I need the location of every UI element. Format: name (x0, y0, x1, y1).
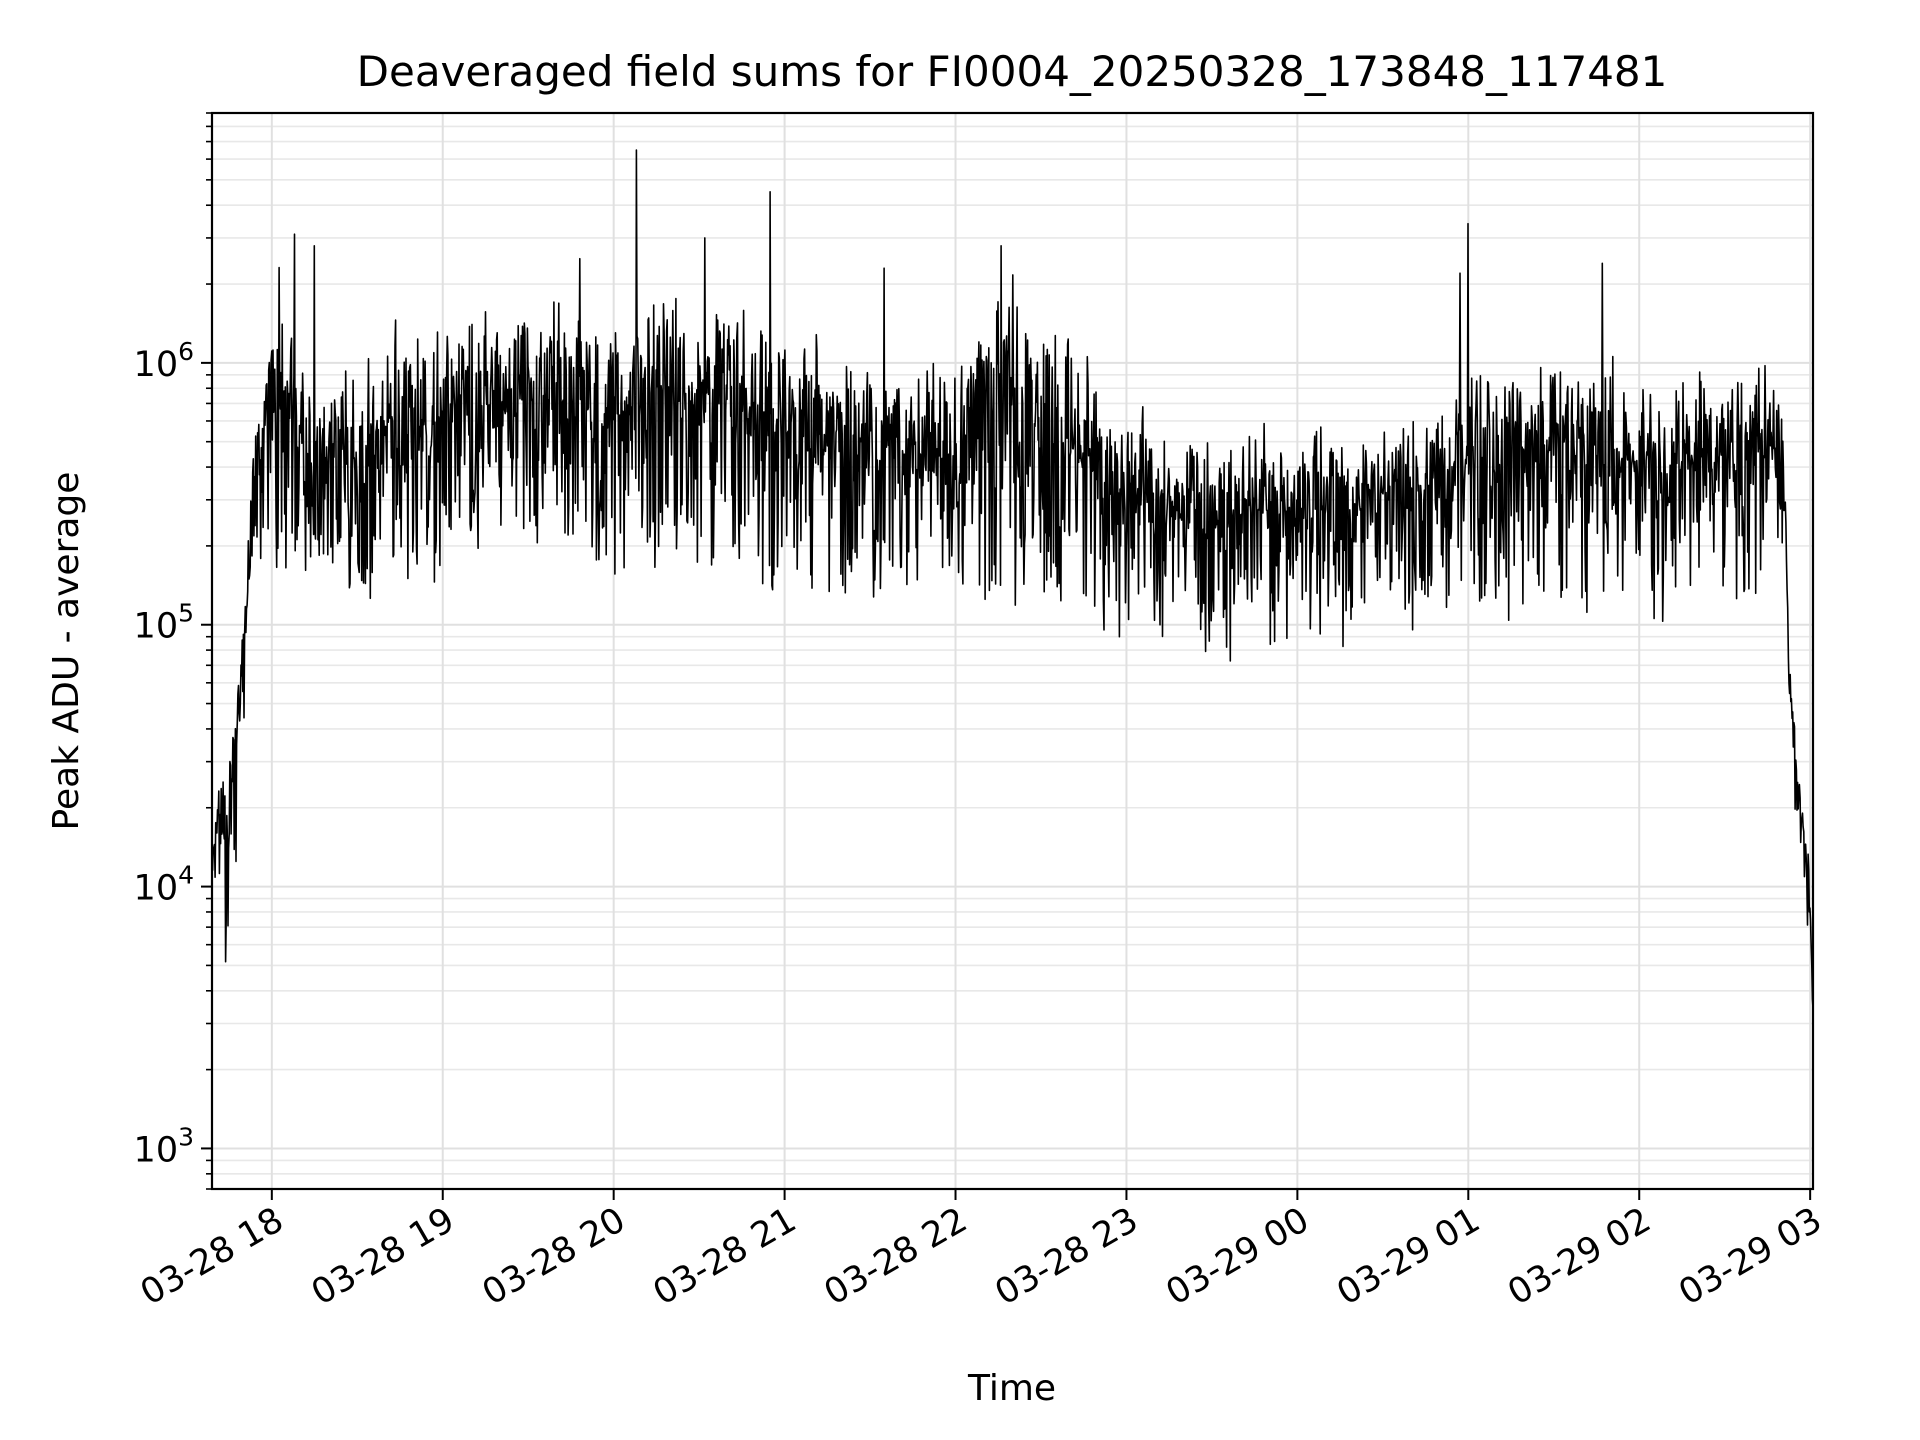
plot-frame (210, 111, 1815, 1191)
plot-area (211, 149, 1814, 1009)
y-axis-ticks: 103 104 105 106 (134, 112, 212, 1190)
y-tick-label: 105 (134, 599, 194, 647)
y-tick-label: 103 (134, 1122, 194, 1170)
x-axis-label: Time (967, 1368, 1056, 1409)
y-tick-label: 104 (134, 861, 194, 909)
series-line (211, 149, 1814, 1009)
chart-title: Deaveraged field sums for FI0004_2025032… (357, 47, 1668, 96)
y-axis-label: Peak ADU - average (46, 472, 87, 831)
y-tick-label: 106 (134, 337, 194, 385)
